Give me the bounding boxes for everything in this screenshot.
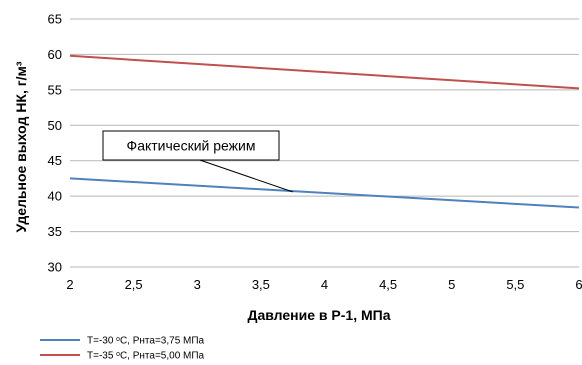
x-tick-label: 2,5 [125, 277, 143, 292]
legend-label-1: Т=-30 ᵒС, Рнта=3,75 МПа [87, 336, 205, 347]
x-tick-label: 4,5 [379, 277, 397, 292]
y-tick-label: 50 [48, 118, 62, 133]
legend: Т=-30 ᵒС, Рнта=3,75 МПа Т=-35 ᵒС, Рнта=5,… [40, 336, 205, 362]
y-tick-label: 65 [48, 12, 62, 27]
annotation-pointer [199, 159, 293, 193]
y-tick-label: 60 [48, 47, 62, 62]
x-tick-label: 5,5 [506, 277, 524, 292]
y-tick-label: 30 [48, 260, 62, 275]
y-tick-label: 45 [48, 153, 62, 168]
y-tick-label: 35 [48, 224, 62, 239]
x-axis-title: Давление в Р-1, МПа [248, 307, 391, 323]
series-line-1 [69, 177, 580, 209]
y-axis-title: Удельное выход НК, г/м³ [13, 61, 29, 232]
x-tick-label: 6 [575, 277, 582, 292]
x-tick-label: 5 [448, 277, 455, 292]
annotation-box [102, 130, 280, 161]
x-tick-label: 4 [321, 277, 328, 292]
series-lines [69, 54, 580, 209]
x-axis-ticks: 2 2,5 3 3,5 4 4,5 5 5,5 6 [66, 277, 582, 292]
annotation-text: Фактический режим [127, 138, 256, 154]
gridlines [70, 18, 579, 268]
x-tick-label: 2 [66, 277, 73, 292]
y-tick-label: 40 [48, 189, 62, 204]
series-line-2 [69, 54, 580, 90]
y-axis-ticks: 30 35 40 45 50 55 60 65 [48, 12, 62, 275]
annotation-callout: Фактический режим [102, 130, 293, 193]
y-tick-label: 55 [48, 82, 62, 97]
x-tick-label: 3 [194, 277, 201, 292]
x-tick-label: 3,5 [252, 277, 270, 292]
legend-label-2: Т=-35 ᵒС, Рнта=5,00 МПа [87, 351, 205, 362]
